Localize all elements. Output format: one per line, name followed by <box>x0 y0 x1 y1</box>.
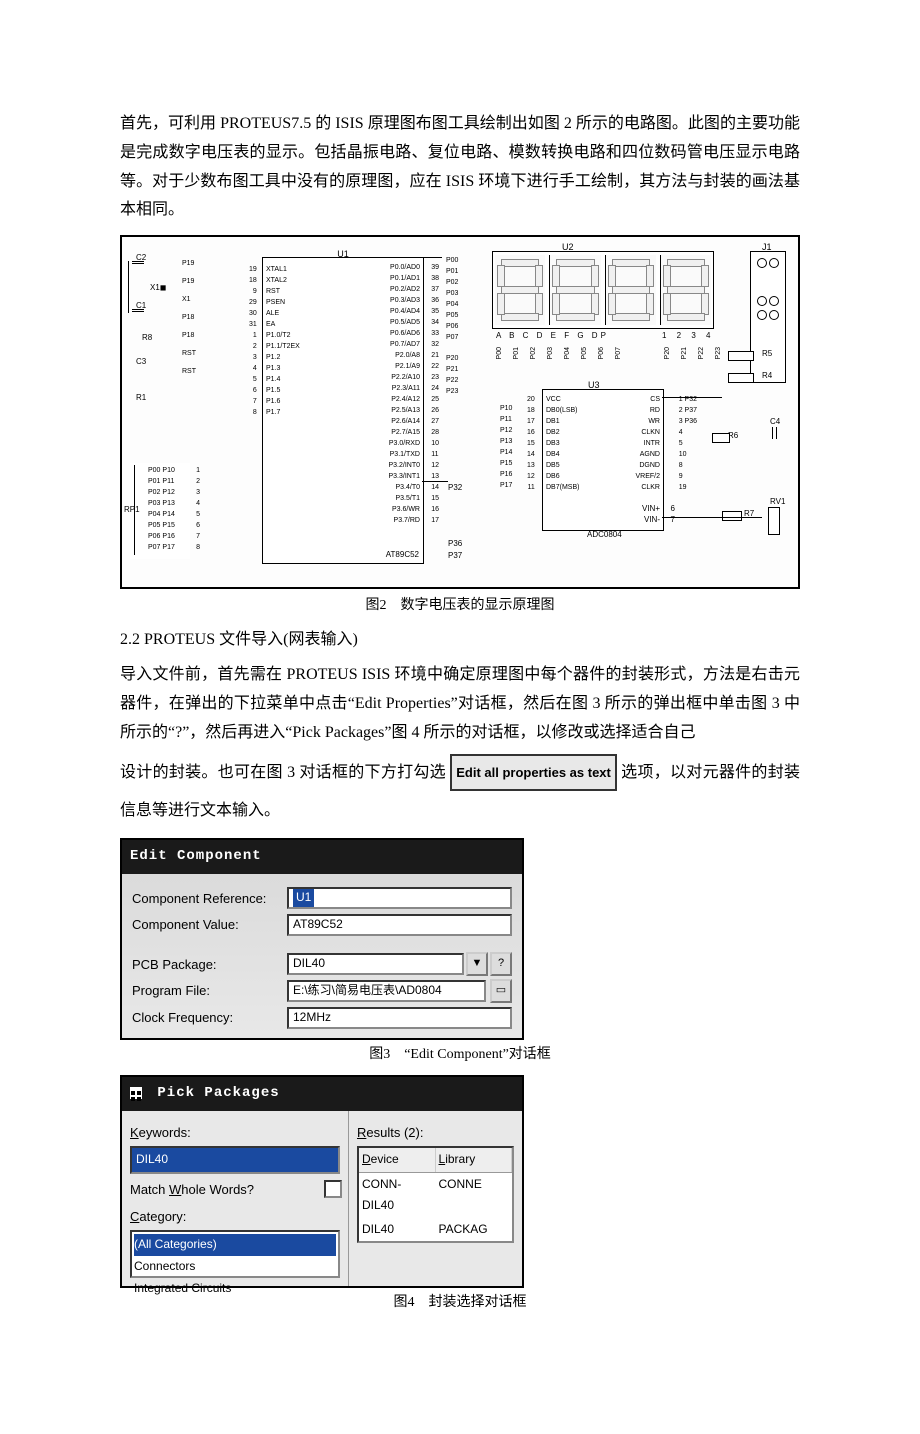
comp-r7: R7 <box>744 507 754 521</box>
chip-u3: VCCDB0(LSB)DB1DB2DB3DB4DB5DB6DB7(MSB) 20… <box>542 389 664 531</box>
u1-left-pins: XTAL1XTAL2RSTPSENALEEAP1.0/T2P1.1/T2EXP1… <box>266 264 300 418</box>
paragraph-2b-pre: 设计的封装。也可在图 3 对话框的下方打勾选 <box>120 764 450 781</box>
rp1-ref: RP1 <box>124 503 140 517</box>
comp-r4: R4 <box>762 369 772 383</box>
connector-j1 <box>750 251 786 383</box>
question-button[interactable]: ? <box>490 952 512 976</box>
u3-left-n: 201817161514131211 <box>527 394 535 493</box>
match-whole-words-label: Match Whole Words? <box>130 1178 254 1201</box>
rp1-block: RP1 P00 P10P01 P11P02 P12P03 P13P04 P14P… <box>130 463 190 559</box>
paragraph-2a: 导入文件前，首先需在 PROTEUS ISIS 环境中确定原理图中每个器件的封装… <box>120 661 800 747</box>
category-list[interactable]: (All Categories)ConnectorsIntegrated Cir… <box>130 1230 340 1278</box>
u3-right: CSRDWRCLKNINTRAGNDDGNDVREF/2CLKR <box>635 394 660 493</box>
dlg3-label-4: Clock Frequency: <box>132 1006 287 1029</box>
edit-all-properties-checkbox-label[interactable]: Edit all properties as text <box>450 754 617 791</box>
figure-3-caption: 图3 “Edit Component”对话框 <box>120 1042 800 1067</box>
adc-in-nets: P10P11P12P13P14P15P16P17 <box>500 403 512 491</box>
dialog4-title: Pick Packages <box>122 1077 522 1110</box>
dialog3-title: Edit Component <box>122 840 522 873</box>
u1-part: AT89C52 <box>386 548 419 562</box>
dlg3-label-0: Component Reference: <box>132 887 287 910</box>
file-browse-button[interactable]: ▭ <box>490 979 512 1003</box>
u1-left-nums: 1918929303112345678 <box>249 264 257 418</box>
dropdown-button[interactable]: ▼ <box>466 952 488 976</box>
match-whole-words-checkbox[interactable] <box>324 1180 342 1198</box>
keywords-label: Keywords: <box>130 1121 340 1144</box>
results-label: Results (2): <box>357 1121 514 1144</box>
left-nets: P19P19X1P18P18RSTRST <box>182 255 196 381</box>
u3-left: VCCDB0(LSB)DB1DB2DB3DB4DB5DB6DB7(MSB) <box>546 394 579 493</box>
dlg3-label-2: PCB Package: <box>132 953 287 976</box>
u1-right-nums: 3938373635343332212223242526272810111213… <box>431 262 439 526</box>
u2-nums: 1 2 3 4 <box>662 329 714 343</box>
edit-component-dialog: Edit Component Component Reference:U1Com… <box>120 838 524 1040</box>
u2-letters: A B C D E F G DP <box>496 329 609 343</box>
rp1-nums: 12345678 <box>196 465 200 553</box>
dialog3-body: Component Reference:U1Component Value:AT… <box>122 874 522 1039</box>
paragraph-1: 首先，可利用 PROTEUS7.5 的 ISIS 原理图布图工具绘制出如图 2 … <box>120 110 800 225</box>
u3-part: ADC0804 <box>587 528 622 542</box>
dialog4-title-text: Pick Packages <box>157 1085 279 1101</box>
dlg3-label-3: Program File: <box>132 979 287 1002</box>
grid-icon <box>130 1087 142 1099</box>
seven-seg-display <box>492 251 714 329</box>
rp1-rows: P00 P10P01 P11P02 P12P03 P13P04 P14P05 P… <box>148 465 175 553</box>
mid-nets-p0: P00P01P02P03P04P05P06P07 <box>446 255 458 343</box>
dlg3-label-1: Component Value: <box>132 913 287 936</box>
category-label: Category: <box>130 1205 340 1228</box>
comp-r8: R8 <box>142 331 152 345</box>
dig-nets: P20 P21 P22 P23 <box>662 347 724 359</box>
u1-ref: U1 <box>337 246 349 262</box>
comp-r5: R5 <box>762 347 772 361</box>
section-2-2-heading: 2.2 PROTEUS 文件导入(网表输入) <box>120 626 800 655</box>
comp-r1: R1 <box>136 391 146 405</box>
figure-2-schematic: U1 AT89C52 XTAL1XTAL2RSTPSENALEEAP1.0/T2… <box>120 235 800 589</box>
chip-u1: U1 AT89C52 XTAL1XTAL2RSTPSENALEEAP1.0/T2… <box>262 257 424 564</box>
mid-nets-p2: P20P21P22P23 <box>446 353 458 397</box>
keywords-input[interactable]: DIL40 <box>130 1146 340 1174</box>
pick-packages-dialog: Pick Packages Keywords: DIL40 Match Whol… <box>120 1075 524 1288</box>
u3-right-n: 1 P322 P373 P3645108919 <box>679 394 697 493</box>
comp-c3: C3 <box>136 355 146 369</box>
paragraph-2b: 设计的封装。也可在图 3 对话框的下方打勾选 Edit all properti… <box>120 754 800 831</box>
results-table[interactable]: DeviceLibrary CONN-DIL40CONNEDIL40PACKAG <box>357 1146 514 1243</box>
seg-nets: P00 P01 P02 P03 P04 P05 P06 P07 <box>494 347 624 359</box>
u1-right-pins: P0.0/AD0P0.1/AD1P0.2/AD2P0.3/AD3P0.4/AD4… <box>388 262 420 526</box>
figure-2-caption: 图2 数字电压表的显示原理图 <box>120 593 800 618</box>
